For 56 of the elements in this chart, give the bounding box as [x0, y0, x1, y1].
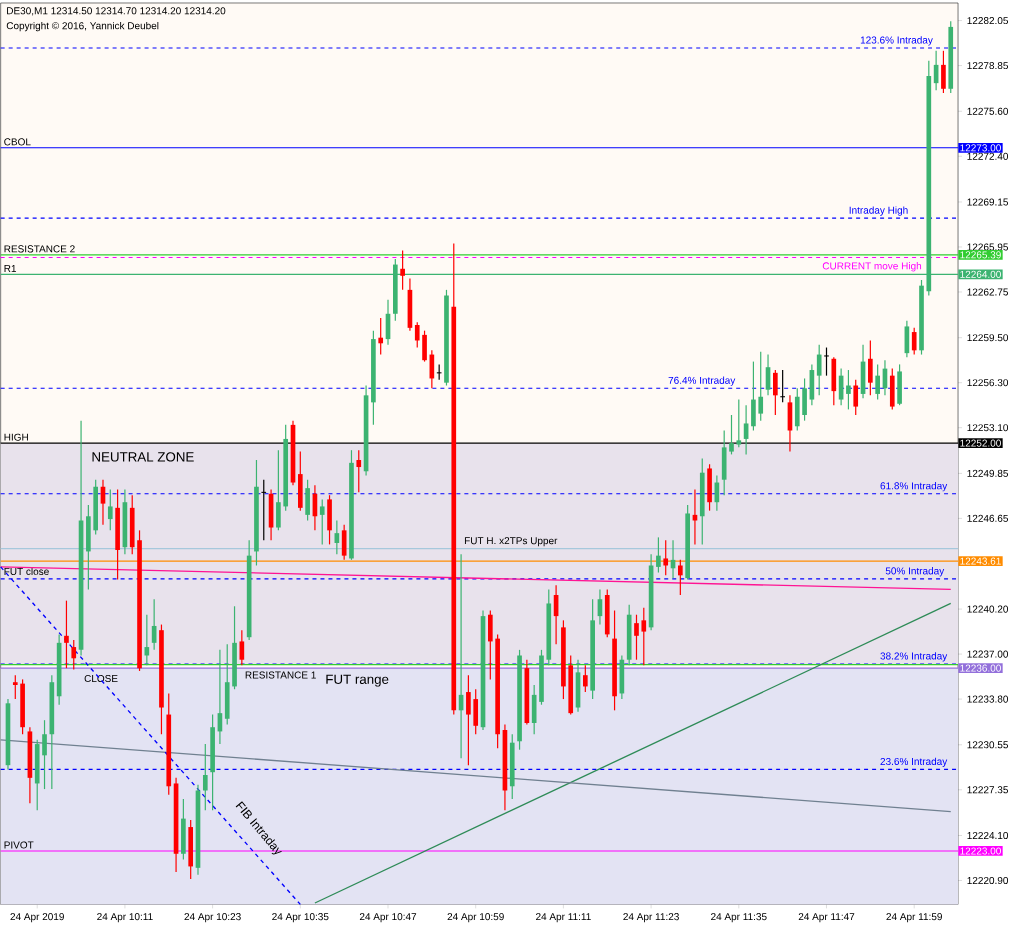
y-tick-label: 12246.65: [967, 515, 1009, 523]
y-tick-label: 12262.75: [967, 288, 1009, 296]
annotation: 12264.00: [960, 271, 1001, 279]
ref-line-label: Intraday High: [849, 206, 908, 216]
y-tick-label: 12282.05: [967, 17, 1009, 25]
annotation: 12273.00: [960, 144, 1001, 152]
ref-line-label: 38.2% Intraday: [880, 652, 948, 662]
y-tick-label: 12227.35: [967, 786, 1009, 794]
ref-line-label: 23.6% Intraday: [880, 757, 948, 768]
ref-line-label: CBOL: [4, 138, 31, 146]
chart-title: DE30,M1 12314.50 12314.70 12314.20 12314.20: [7, 7, 226, 16]
band-label: FUT range: [326, 674, 389, 687]
ref-line-label: 61.8% Intraday: [880, 482, 948, 492]
x-tick-label: 24 Apr 11:59: [886, 913, 942, 923]
y-tick-label: 12233.80: [967, 695, 1009, 703]
y-tick-label: 12278.85: [967, 62, 1009, 70]
band-label: NEUTRAL ZONE: [92, 452, 194, 462]
ref-line-label: 123.6% Intraday: [860, 36, 933, 46]
x-tick-label: 24 Apr 10:35: [272, 913, 329, 923]
ref-line-label: FUT close: [4, 567, 49, 576]
x-tick-label: 24 Apr 2019: [10, 913, 64, 923]
ref-line-label: RESISTANCE 2: [4, 245, 75, 253]
y-tick-label: 12256.30: [967, 379, 1009, 387]
annotation: 12252.00: [960, 439, 1001, 447]
x-tick-label: 24 Apr 10:11: [97, 913, 153, 923]
x-tick-label: 24 Apr 11:35: [711, 913, 767, 923]
annotation: 12236.00: [960, 664, 1001, 672]
x-tick-label: 24 Apr 10:23: [184, 913, 241, 923]
annotation: 12243.61: [960, 557, 1001, 565]
ref-line-label: CURRENT move High: [822, 262, 922, 272]
ref-line-label: RESISTANCE 1: [245, 671, 316, 679]
y-tick-label: 12224.10: [967, 832, 1009, 840]
annotation: 12223.00: [960, 847, 1001, 855]
x-tick-label: 24 Apr 11:23: [623, 913, 679, 923]
ref-line-label: 76.4% Intraday: [668, 376, 736, 387]
annotation: Copyright © 2016, Yannick Deubel: [6, 22, 159, 32]
ref-line-label: CLOSE: [84, 675, 118, 683]
ref-line-label: 50% Intraday: [885, 567, 945, 577]
ref-line-label: FUT H. x2TPs Upper: [464, 537, 558, 547]
y-tick-label: 12259.50: [967, 334, 1009, 342]
x-tick-label: 24 Apr 10:59: [447, 913, 504, 923]
y-tick-label: 12230.55: [967, 741, 1009, 749]
x-tick-label: 24 Apr 11:47: [798, 913, 855, 923]
ref-line-label: PIVOT: [4, 841, 34, 849]
x-tick-label: 24 Apr 11:11: [536, 913, 591, 923]
x-tick-label: 24 Apr 10:47: [359, 913, 417, 923]
y-tick-label: 12240.20: [967, 605, 1009, 613]
y-tick-label: 12249.85: [967, 470, 1009, 478]
y-tick-label: 12272.40: [967, 152, 1009, 161]
y-tick-label: 12269.15: [967, 198, 1009, 206]
y-tick-label: 12275.60: [967, 107, 1009, 116]
ref-line-label: HIGH: [4, 433, 28, 441]
y-tick-label: 12220.90: [967, 877, 1009, 885]
y-tick-label: 12253.10: [967, 424, 1009, 432]
y-tick-label: 12237.00: [967, 650, 1009, 658]
ref-line-label: R1: [4, 265, 17, 273]
